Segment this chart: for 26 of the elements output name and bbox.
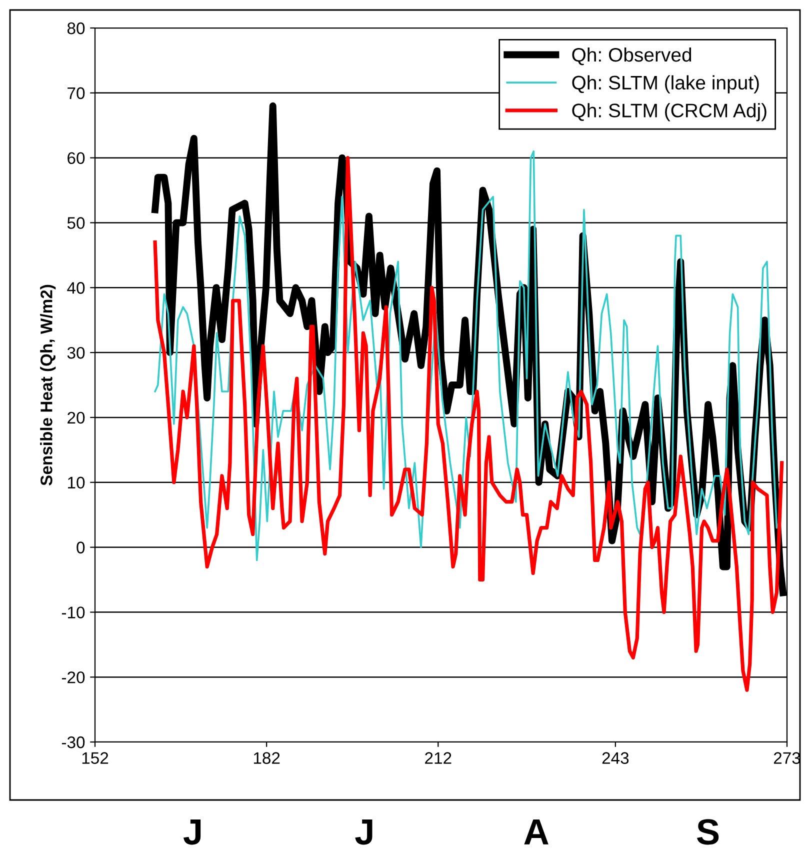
x-tick-label: 182 [254,752,280,764]
text: S [696,819,719,845]
y-tick-label: -30 [62,736,85,748]
y-axis-title: Sensible Heat (Qh, W/m2) [40,284,56,486]
y-tick-label: 80 [67,22,85,34]
y-tick-label: 30 [67,346,85,359]
x-tick-label: 273 [774,752,800,764]
y-tick-label: 0 [76,542,85,554]
x-tick-label: 152 [82,752,108,764]
legend-label: Qh: SLTM (lake input) [572,75,759,94]
line-series [153,156,784,692]
x-tick-label: 212 [425,752,452,764]
y-tick-label: 20 [68,412,85,424]
y-tick-label: 10 [68,476,85,489]
text: A [524,819,548,844]
y-tick-label: 40 [67,282,85,294]
y-tick-label: 50 [67,217,85,229]
legend-label: Qh: Observed [572,47,692,66]
x-tick-label: 243 [602,752,629,764]
text: J [184,819,201,845]
text: J [355,819,372,845]
y-tick-label: 60 [68,152,85,164]
y-tick-label: -10 [62,606,85,618]
y-tick-label: 70 [68,87,85,100]
y-tick-label: -20 [62,671,85,684]
legend-label: Qh: SLTM (CRCM Adj) [572,103,766,122]
